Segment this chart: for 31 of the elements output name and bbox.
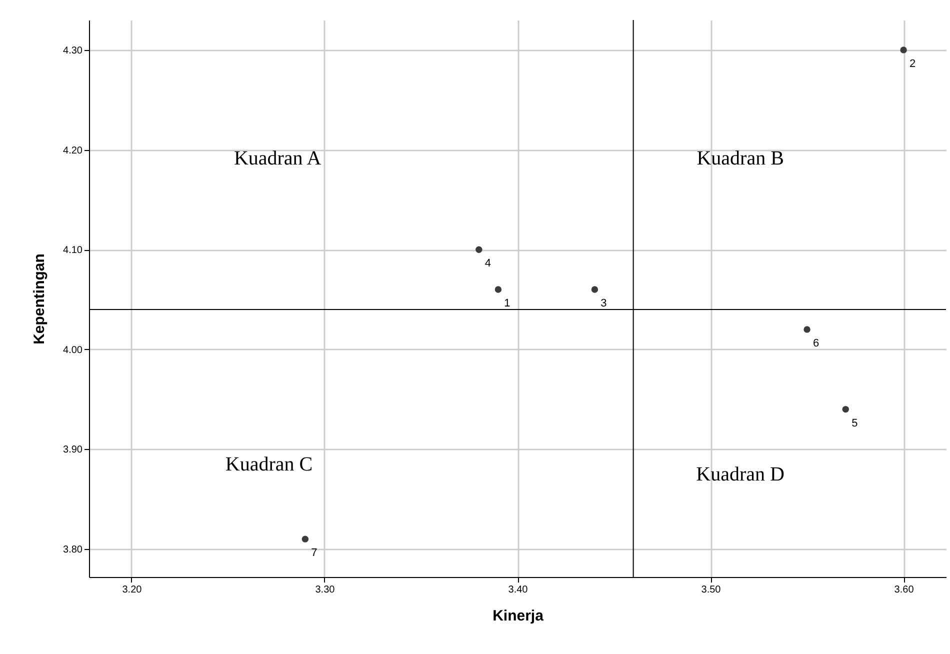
annotation: 4 bbox=[484, 258, 491, 270]
annotation: 1 bbox=[504, 298, 510, 310]
y-tick-label: 4.30 bbox=[63, 45, 83, 56]
annotation: Kuadran B bbox=[696, 148, 784, 170]
y-tick-label: 3.90 bbox=[63, 444, 83, 456]
x-tick-label: 3.50 bbox=[701, 584, 722, 596]
x-tick-label: 3.60 bbox=[894, 584, 914, 596]
annotation: Kuadran D bbox=[696, 464, 784, 486]
x-tick-label: 3.40 bbox=[508, 584, 528, 596]
point bbox=[842, 406, 849, 413]
point bbox=[591, 286, 598, 293]
point bbox=[494, 286, 502, 293]
x-tick-label: 3.20 bbox=[122, 584, 142, 596]
annotation: 5 bbox=[852, 417, 858, 430]
annotation: Kuadran A bbox=[234, 148, 322, 170]
y-tick-label: 4.00 bbox=[63, 344, 83, 356]
point bbox=[804, 326, 810, 333]
y-tick-label: 4.20 bbox=[63, 145, 83, 156]
annotation: 2 bbox=[909, 58, 916, 70]
point bbox=[302, 536, 309, 542]
annotation: Kuadran C bbox=[225, 453, 313, 476]
x-tick-label: 3.30 bbox=[315, 584, 336, 596]
point bbox=[476, 246, 482, 253]
y-tick-label: 3.80 bbox=[63, 544, 83, 556]
annotation: 7 bbox=[311, 547, 318, 560]
x-axis-title: Kinerja bbox=[492, 608, 544, 624]
point bbox=[900, 46, 907, 54]
y-tick-label: 4.10 bbox=[63, 245, 83, 256]
y-axis-title: Kepentingan bbox=[31, 254, 48, 344]
annotation: 6 bbox=[812, 337, 820, 350]
annotation: 3 bbox=[600, 298, 607, 310]
